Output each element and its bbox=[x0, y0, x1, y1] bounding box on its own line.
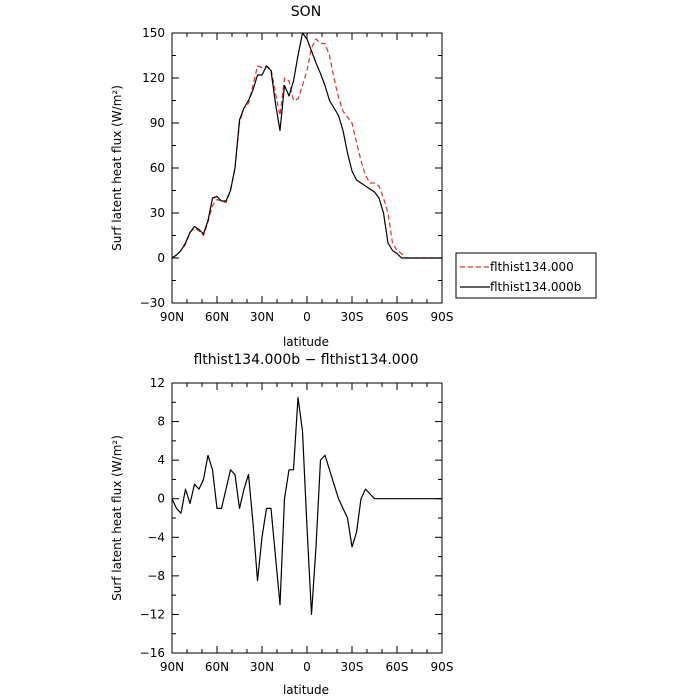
top-x-axis-label: latitude bbox=[283, 335, 329, 349]
bottom-y-tick-label: 4 bbox=[157, 453, 165, 467]
bottom-chart-title: flthist134.000b − flthist134.000 bbox=[193, 352, 418, 368]
bottom-y-axis-label: Surf latent heat flux (W/m²) bbox=[110, 435, 124, 601]
bottom-y-tick-label: 12 bbox=[150, 376, 165, 390]
top-x-tick-label: 0 bbox=[303, 310, 311, 324]
top-x-tick-label: 60N bbox=[205, 310, 229, 324]
bottom-y-tick-label: −4 bbox=[147, 530, 165, 544]
top-x-tick-label: 60S bbox=[386, 310, 409, 324]
top-plot-area: 90N 60N 30N 0 30S 60S 90S −30 0 30 60 90 120 150 bbox=[140, 26, 454, 324]
bottom-x-tick-label: 90S bbox=[431, 660, 454, 674]
top-x-tick-label: 30N bbox=[250, 310, 274, 324]
top-x-tick-label: 90S bbox=[431, 310, 454, 324]
legend: flthist134.000 flthist134.000b bbox=[455, 252, 597, 299]
top-y-tick-label: −30 bbox=[140, 296, 165, 310]
bottom-x-tick-label: 60S bbox=[386, 660, 409, 674]
bottom-y-tick-label: −12 bbox=[140, 607, 165, 621]
top-series-line-1 bbox=[171, 32, 442, 259]
legend-label-0: flthist134.000 bbox=[490, 260, 574, 274]
top-chart: SON latitude Surf latent heat flux (W/m²… bbox=[110, 4, 453, 349]
bottom-x-tick-label: 30N bbox=[250, 660, 274, 674]
bottom-y-tick-label: 8 bbox=[157, 415, 165, 429]
legend-label-1: flthist134.000b bbox=[490, 280, 581, 294]
top-y-tick-label: 30 bbox=[150, 206, 165, 220]
bottom-plot-area: 90N 60N 30N 0 30S 60S 90S −16 −12 −8 −4 0 4 8 12 bbox=[140, 376, 454, 674]
top-series-line-0 bbox=[171, 38, 442, 259]
top-y-tick-label: 150 bbox=[142, 26, 165, 40]
bottom-x-tick-label: 60N bbox=[205, 660, 229, 674]
legend-box bbox=[455, 252, 597, 299]
bottom-series-line-0 bbox=[171, 396, 442, 616]
bottom-y-tick-label: 0 bbox=[157, 492, 165, 506]
bottom-x-tick-label: 30S bbox=[341, 660, 364, 674]
bottom-x-tick-label: 0 bbox=[303, 660, 311, 674]
top-y-tick-label: 0 bbox=[157, 251, 165, 265]
top-y-axis-label: Surf latent heat flux (W/m²) bbox=[110, 85, 124, 251]
top-x-tick-label: 30S bbox=[341, 310, 364, 324]
bottom-x-axis-label: latitude bbox=[283, 683, 329, 697]
bottom-y-tick-label: −8 bbox=[147, 569, 165, 583]
bottom-y-tick-label: −16 bbox=[140, 646, 165, 660]
top-plot-frame bbox=[171, 32, 443, 304]
top-chart-title: SON bbox=[291, 4, 321, 20]
bottom-chart: flthist134.000b − flthist134.000 latitud… bbox=[110, 352, 453, 697]
top-y-tick-label: 60 bbox=[150, 161, 165, 175]
top-y-tick-label: 120 bbox=[142, 71, 165, 85]
top-y-tick-label: 90 bbox=[150, 116, 165, 130]
bottom-x-tick-label: 90N bbox=[160, 660, 184, 674]
top-x-tick-label: 90N bbox=[160, 310, 184, 324]
